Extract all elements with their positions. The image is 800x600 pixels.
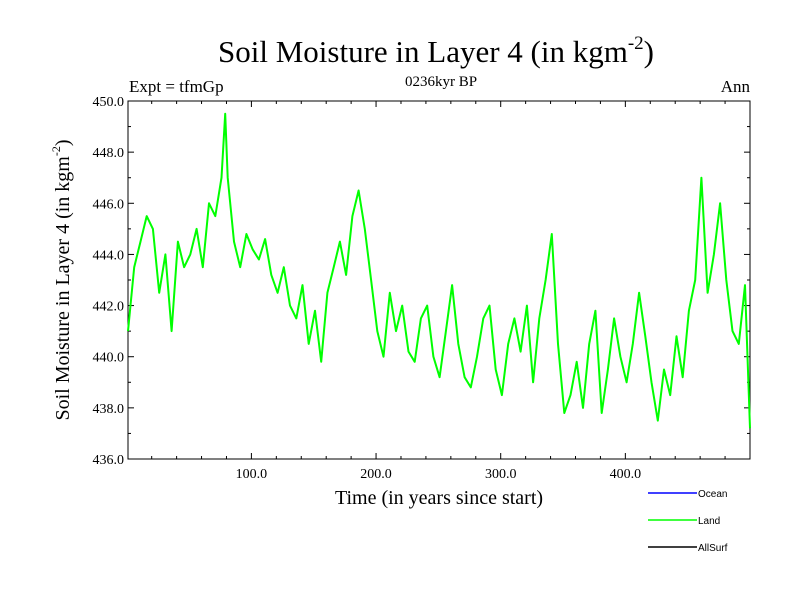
- x-axis: 100.0 200.0 300.0 400.0: [151, 101, 726, 482]
- y-tick-label: 446.0: [93, 197, 125, 212]
- y-tick-label: 448.0: [93, 146, 125, 161]
- series-line-land: [127, 112, 751, 429]
- y-tick-label: 442.0: [93, 300, 125, 315]
- y-tick-label: 436.0: [93, 453, 125, 468]
- chart-title-close: ): [644, 34, 654, 69]
- experiment-label: Expt = tfmGp: [129, 77, 224, 96]
- series-layer: [127, 112, 751, 429]
- chart-title: Soil Moisture in Layer 4 (in kgm-2): [218, 33, 654, 69]
- y-tick-label: 444.0: [93, 248, 125, 263]
- chart-title-superscript: -2: [628, 33, 644, 54]
- y-tick-label: 440.0: [93, 351, 125, 366]
- legend-label-land: Land: [698, 516, 720, 527]
- legend-label-allsurf: AllSurf: [698, 543, 728, 554]
- period-label: 0236kyr BP: [405, 74, 477, 90]
- y-axis-label-text: Soil Moisture in Layer 4 (in kgm: [52, 156, 74, 421]
- x-tick-label: 400.0: [610, 467, 642, 482]
- y-axis-label-close: ): [52, 139, 74, 146]
- legend-label-ocean: Ocean: [698, 489, 727, 500]
- chart-title-text: Soil Moisture in Layer 4 (in kgm: [218, 34, 628, 69]
- plot-area: [127, 100, 751, 460]
- y-axis-label: Soil Moisture in Layer 4 (in kgm-2): [49, 139, 74, 420]
- y-axis: 436.0 438.0 440.0 442.0 444.0 446.0 448.0 450.0: [93, 95, 750, 468]
- x-axis-label: Time (in years since start): [335, 487, 543, 509]
- legend: Ocean Land AllSurf: [648, 489, 728, 554]
- x-tick-label: 200.0: [360, 467, 392, 482]
- y-axis-label-superscript: -2: [49, 146, 63, 156]
- x-tick-label: 100.0: [236, 467, 268, 482]
- season-label: Ann: [721, 77, 751, 96]
- x-tick-label: 300.0: [485, 467, 517, 482]
- y-tick-label: 450.0: [93, 95, 125, 110]
- y-tick-label: 438.0: [93, 402, 125, 417]
